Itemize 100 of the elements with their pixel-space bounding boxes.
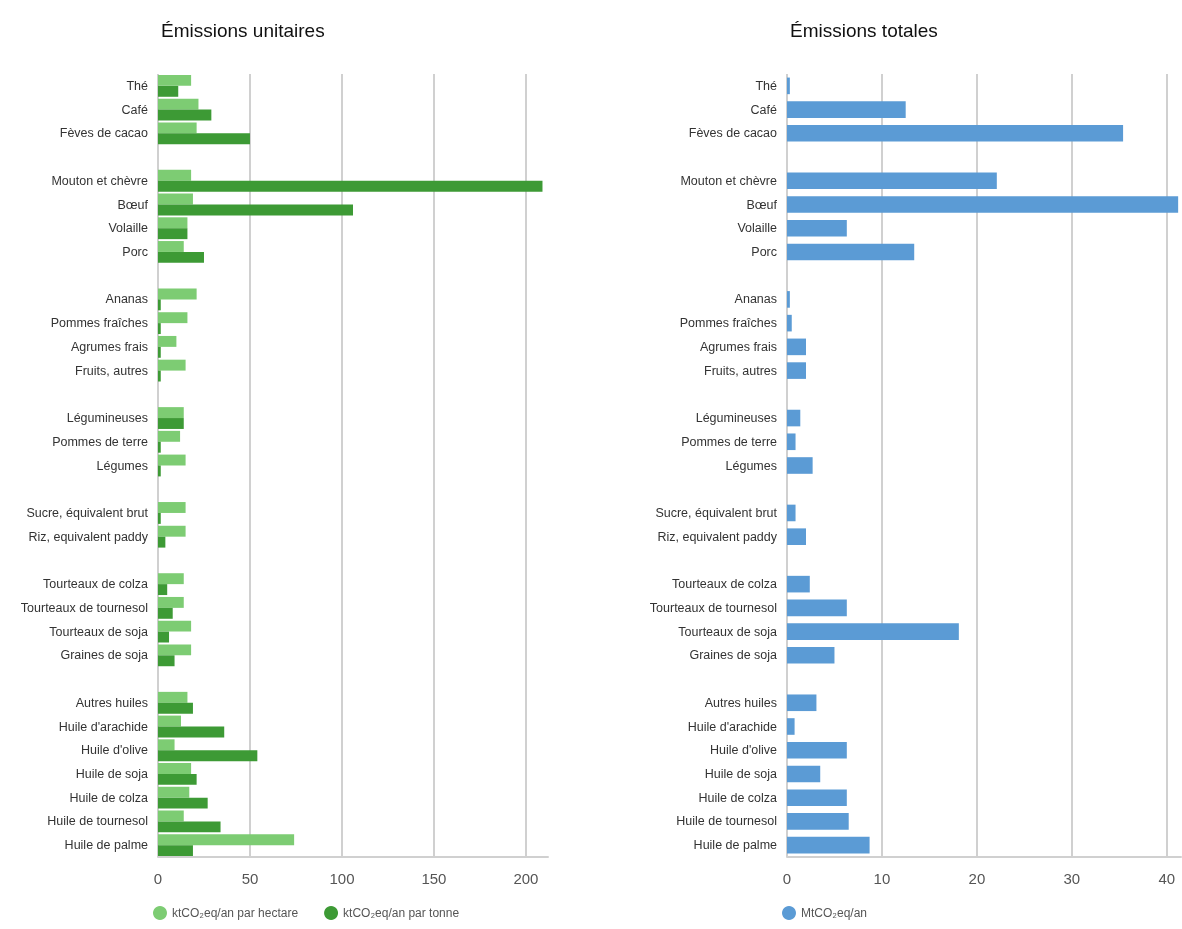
bar [158, 74, 192, 86]
y-tick-label: Volaille [108, 221, 149, 236]
bar [787, 647, 835, 664]
y-tick-label: Huile d'arachide [687, 719, 778, 734]
bar [787, 575, 810, 593]
bar [158, 773, 197, 785]
y-tick-label: Fèves de cacao [59, 126, 149, 141]
bar [158, 169, 192, 181]
bar [158, 251, 204, 263]
bar [158, 335, 177, 347]
y-tick-label: Ananas [105, 292, 148, 307]
bar [158, 299, 161, 311]
bar [158, 573, 184, 585]
x-tick-label: 30 [1063, 870, 1081, 887]
y-tick-label: Légumineuses [695, 411, 777, 426]
y-tick-label: Pommes de terre [681, 434, 778, 449]
bar [158, 346, 161, 358]
y-tick-label: Riz, equivalent paddy [28, 529, 149, 544]
bar [158, 644, 192, 656]
bar [787, 789, 847, 806]
legend-label: ktCO₂eq/an par tonne [343, 906, 460, 920]
y-tick-label: Huile de colza [698, 790, 778, 805]
bar [158, 631, 170, 643]
y-tick-label: Tourteaux de colza [43, 577, 149, 592]
bar [787, 813, 849, 830]
bar [158, 98, 199, 110]
y-tick-label: Porc [751, 244, 777, 259]
bar [158, 323, 161, 335]
y-tick-label: Mouton et chèvre [51, 173, 149, 188]
y-tick-label: Tourteaux de colza [672, 577, 778, 592]
bar [158, 312, 188, 324]
y-tick-label: Pommes fraîches [679, 316, 777, 331]
y-tick-label: Huile de soja [75, 766, 149, 781]
bar [787, 362, 806, 379]
y-tick-label: Fruits, autres [75, 363, 148, 378]
y-tick-label: Café [750, 102, 778, 117]
bar [158, 465, 161, 477]
y-tick-label: Graines de soja [60, 648, 149, 663]
bar [158, 596, 184, 608]
bar [158, 370, 161, 382]
y-tick-label: Huile d'olive [80, 743, 149, 758]
y-tick-label: Huile de tournesol [47, 814, 148, 829]
bar [158, 441, 161, 453]
y-tick-label: Huile de colza [69, 790, 149, 805]
y-tick-label: Agrumes frais [699, 339, 777, 354]
bar [158, 750, 258, 762]
y-tick-label: Volaille [737, 221, 778, 236]
y-tick-label: Tourteaux de tournesol [649, 600, 777, 615]
bar [158, 193, 193, 205]
bar [158, 691, 188, 703]
bar [158, 241, 184, 252]
bar [787, 219, 847, 237]
bar [158, 430, 181, 442]
bar [158, 739, 175, 751]
y-tick-label: Bœuf [746, 197, 778, 212]
bar [158, 502, 186, 513]
y-tick-label: Sucre, équivalent brut [655, 505, 778, 520]
chart-title: Émissions totales [790, 20, 938, 41]
bar [158, 821, 221, 833]
bar [787, 77, 790, 95]
bar [158, 763, 192, 774]
y-tick-label: Agrumes frais [70, 339, 148, 354]
bar [158, 407, 184, 419]
x-tick-label: 200 [513, 870, 539, 887]
y-tick-label: Huile de palme [64, 838, 149, 853]
bar [787, 172, 997, 190]
bar [787, 741, 847, 759]
y-tick-label: Pommes de terre [52, 434, 149, 449]
bar [787, 338, 806, 356]
y-tick-label: Fèves de cacao [688, 126, 778, 141]
bar [787, 314, 792, 332]
y-tick-label: Porc [122, 244, 148, 259]
y-tick-label: Autres huiles [704, 695, 777, 710]
bar [158, 797, 208, 809]
bar [787, 291, 790, 308]
bar [158, 525, 186, 537]
bar [158, 109, 212, 121]
y-tick-label: Tourteaux de soja [678, 624, 778, 639]
bar [787, 718, 795, 735]
bar [158, 620, 192, 632]
bar [158, 133, 250, 145]
bar [158, 418, 184, 429]
bar [158, 584, 168, 596]
bar [787, 243, 915, 261]
bar [787, 528, 806, 545]
chart-title: Émissions unitaires [161, 20, 325, 41]
x-tick-label: 40 [1158, 870, 1176, 887]
y-tick-label: Légumes [725, 458, 777, 473]
bar [787, 504, 796, 522]
bar [158, 122, 197, 134]
bar [787, 433, 796, 451]
bar [158, 786, 190, 798]
bar [787, 836, 870, 854]
bar [787, 125, 1124, 142]
y-tick-label: Huile de soja [704, 766, 778, 781]
x-tick-label: 50 [241, 870, 259, 887]
bar [787, 765, 821, 783]
bar [158, 702, 193, 714]
x-tick-label: 20 [968, 870, 986, 887]
y-tick-label: Huile d'olive [709, 743, 778, 758]
